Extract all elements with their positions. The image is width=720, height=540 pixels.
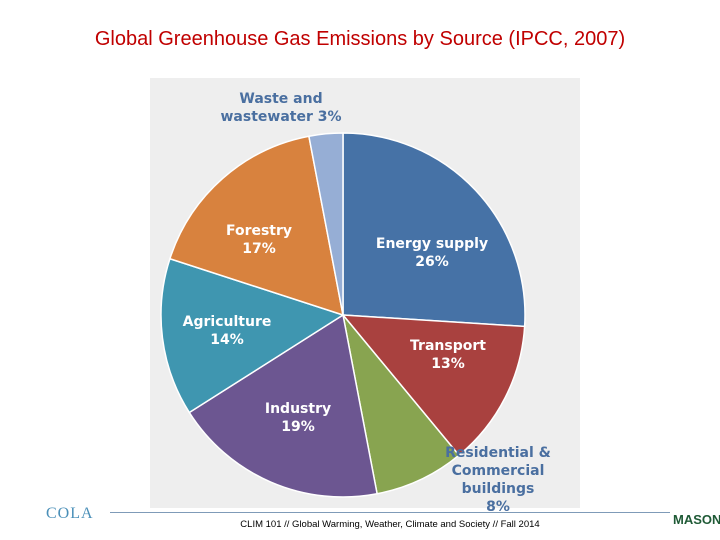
- chart-title: Global Greenhouse Gas Emissions by Sourc…: [94, 28, 626, 50]
- slice-label: Industry 19%: [238, 400, 358, 436]
- pie-slice: [168, 135, 344, 317]
- cola-logo: COLA: [46, 505, 94, 522]
- category-label: Waste and wastewater: [220, 91, 323, 125]
- slice-label: Forestry 17%: [199, 222, 319, 258]
- category-label: Residential & Commercial buildings: [445, 445, 551, 497]
- category-label: Agriculture: [182, 314, 272, 330]
- slice-label: Agriculture 14%: [167, 313, 287, 349]
- value-label: 19%: [281, 419, 315, 435]
- slice-label: Transport 13%: [378, 337, 518, 373]
- pie-slice: [160, 257, 345, 414]
- value-label: 26%: [415, 254, 449, 270]
- mason-logo: MASON: [673, 512, 720, 527]
- pie-slice: [341, 314, 526, 457]
- value-label: 13%: [431, 356, 465, 372]
- category-label: Forestry: [225, 223, 293, 239]
- slice-label: Residential & Commercial buildings 8%: [413, 444, 583, 516]
- category-label: Industry: [264, 401, 332, 417]
- pie-slice: [308, 132, 344, 316]
- pie-slice: [342, 314, 461, 495]
- value-label: 14%: [210, 332, 244, 348]
- value-label: 8%: [486, 499, 510, 515]
- category-label: Energy supply: [375, 236, 489, 252]
- value-label: 3%: [317, 109, 342, 125]
- value-label: 17%: [242, 241, 276, 257]
- slice-label: Energy supply 26%: [352, 235, 512, 271]
- pie-slice: [188, 313, 378, 498]
- pie-slice: [342, 132, 526, 328]
- footer-text: CLIM 101 // Global Warming, Weather, Cli…: [240, 519, 540, 530]
- slice-label: Waste and wastewater 3%: [216, 90, 346, 126]
- footer-rule: [110, 512, 670, 513]
- category-label: Transport: [410, 338, 486, 354]
